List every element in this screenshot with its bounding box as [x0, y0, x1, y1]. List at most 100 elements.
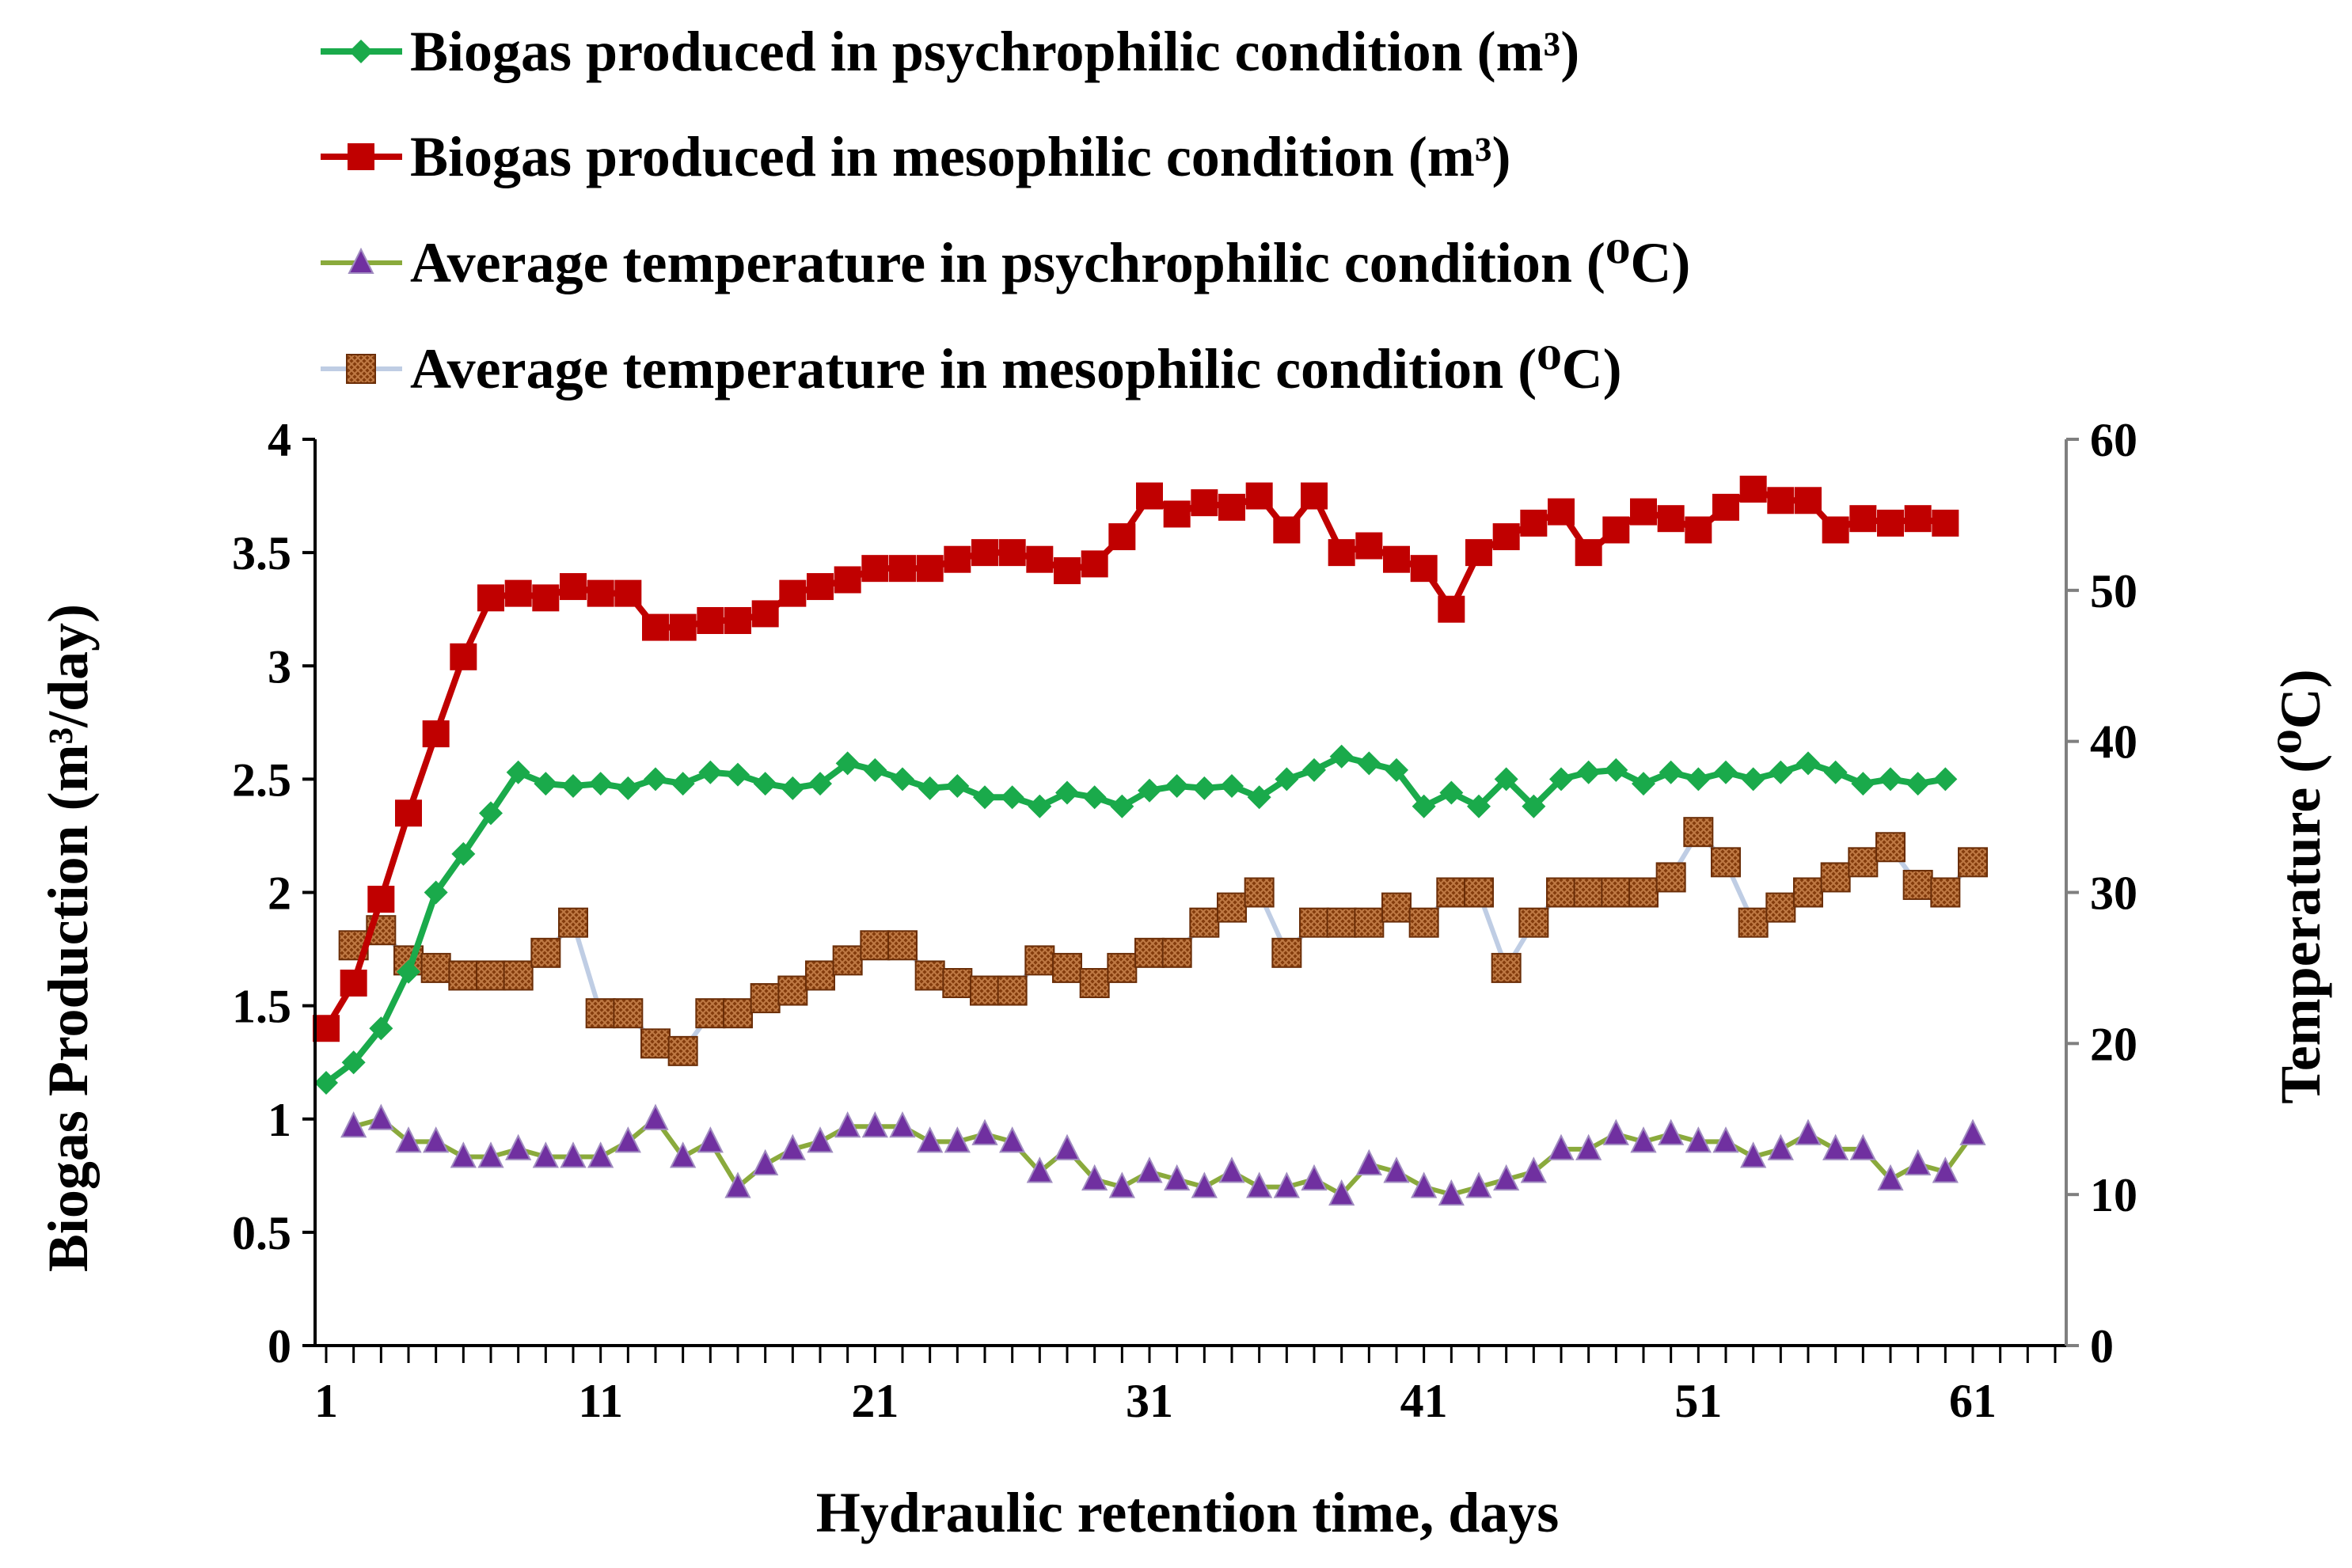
data-point — [1659, 760, 1683, 784]
data-point — [1436, 877, 1467, 908]
data-point — [752, 1148, 779, 1175]
data-point — [1302, 757, 1326, 782]
data-point — [1820, 862, 1851, 893]
x-tick-label: 51 — [1674, 1375, 1722, 1427]
data-point — [1602, 1118, 1629, 1145]
data-point — [1655, 862, 1686, 893]
legend-marker — [346, 354, 376, 384]
y-tick-label: 0 — [268, 1320, 291, 1372]
data-point — [1492, 523, 1520, 551]
data-point — [1136, 482, 1163, 510]
series-2 — [313, 475, 1959, 1042]
data-point — [1191, 489, 1218, 517]
data-point — [644, 767, 667, 792]
data-point — [1329, 744, 1354, 769]
data-point — [779, 1133, 806, 1160]
data-point — [642, 613, 669, 641]
data-point — [1326, 907, 1357, 938]
data-point — [973, 785, 997, 810]
data-point — [916, 555, 944, 583]
data-point — [642, 1103, 669, 1130]
data-point — [1958, 847, 1988, 878]
data-point — [697, 1126, 724, 1153]
legend-label: Average temperature in psychrophilic con… — [410, 231, 1690, 294]
data-point — [614, 579, 642, 607]
data-point — [1467, 794, 1491, 818]
data-point — [726, 762, 750, 787]
y-tick-label: 2.5 — [232, 754, 291, 806]
data-point — [1848, 847, 1879, 878]
data-point — [424, 880, 448, 905]
data-point — [1712, 493, 1739, 521]
data-point — [942, 968, 973, 998]
data-point — [944, 545, 971, 573]
data-point — [450, 643, 477, 670]
data-point — [1628, 877, 1659, 908]
data-point — [834, 1111, 861, 1138]
data-point — [395, 799, 422, 827]
data-point — [1081, 550, 1108, 578]
data-point — [1218, 493, 1245, 521]
data-point — [1575, 539, 1602, 567]
data-point — [1657, 505, 1685, 533]
x-tick-label: 21 — [851, 1375, 899, 1427]
data-point — [1220, 773, 1244, 798]
data-point — [1795, 487, 1822, 514]
data-point — [505, 1133, 532, 1160]
data-point — [1028, 794, 1052, 818]
data-point — [1767, 487, 1795, 514]
data-point — [341, 1050, 366, 1075]
data-point — [1575, 1133, 1602, 1160]
data-point — [423, 1126, 450, 1153]
data-point — [1246, 1171, 1273, 1198]
data-point — [506, 760, 530, 784]
data-point — [397, 959, 420, 984]
data-point — [1493, 1164, 1520, 1191]
data-point — [1218, 1156, 1245, 1183]
data-point — [1765, 892, 1796, 923]
data-point — [1411, 1171, 1438, 1198]
series-1 — [314, 744, 1958, 1095]
legend-label: Biogas produced in psychrophilic conditi… — [410, 20, 1579, 83]
data-point — [1328, 1179, 1355, 1206]
data-point — [1301, 1164, 1328, 1191]
data-point — [807, 573, 834, 601]
data-point — [944, 1126, 971, 1153]
data-point — [1385, 757, 1408, 782]
data-point — [1408, 907, 1439, 938]
data-point — [1189, 907, 1220, 938]
data-point — [1879, 767, 1902, 792]
data-point — [1491, 952, 1522, 983]
data-point — [560, 573, 587, 601]
data-point — [1464, 877, 1494, 908]
data-point — [448, 960, 479, 991]
data-point — [1412, 794, 1436, 818]
data-point — [1877, 1164, 1904, 1191]
data-point — [1081, 1164, 1108, 1191]
data-point — [753, 772, 777, 796]
data-point — [616, 776, 640, 800]
x-tick-label: 61 — [1949, 1375, 1997, 1427]
data-point — [313, 1015, 340, 1042]
data-point — [1932, 1156, 1959, 1183]
y2-tick-label: 40 — [2090, 716, 2137, 769]
data-point — [1658, 1118, 1685, 1145]
data-point — [640, 1028, 671, 1059]
data-point — [1905, 1148, 1932, 1175]
data-point — [1410, 555, 1438, 583]
data-point — [420, 952, 451, 983]
data-point — [560, 1141, 587, 1168]
legend-marker — [349, 40, 373, 63]
data-point — [1026, 545, 1054, 573]
data-point — [1024, 945, 1055, 976]
data-point — [1601, 877, 1632, 908]
data-point — [779, 579, 807, 607]
data-point — [1520, 1156, 1547, 1183]
data-point — [971, 539, 998, 567]
data-point — [1549, 767, 1573, 792]
data-point — [1823, 760, 1848, 784]
data-point — [1494, 767, 1518, 792]
data-point — [861, 555, 889, 583]
data-point — [1548, 1133, 1575, 1160]
data-point — [613, 998, 644, 1029]
